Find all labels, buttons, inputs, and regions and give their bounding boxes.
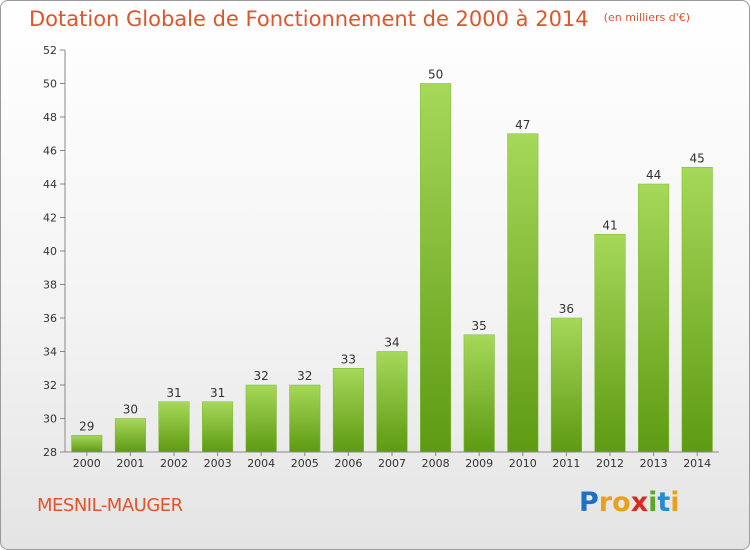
bar-value-label: 32 (297, 369, 312, 383)
x-tick-label: 2008 (422, 457, 450, 470)
logo-letter: r (598, 487, 613, 518)
logo-letter: i (648, 487, 658, 518)
x-tick-label: 2004 (247, 457, 275, 470)
bar-value-label: 44 (646, 168, 661, 182)
x-tick-label: 2011 (552, 457, 580, 470)
x-tick-label: 2005 (291, 457, 319, 470)
y-tick-label: 48 (43, 111, 57, 124)
bar-value-label: 30 (123, 403, 138, 417)
bar-value-label: 45 (690, 151, 705, 165)
bar (594, 234, 626, 453)
bar (376, 351, 408, 453)
bar (638, 183, 670, 453)
logo-letter: P (579, 487, 599, 518)
chart-title: Dotation Globale de Fonctionnement de 20… (29, 7, 589, 31)
bar-value-label: 31 (210, 386, 225, 400)
logo-letter: t (657, 487, 671, 518)
bar (681, 167, 713, 453)
bar-value-label: 41 (602, 218, 617, 232)
x-axis: 2000 2001 2002 2003 2004 2005 2006 2007 2008 2009… (65, 451, 719, 470)
bar-value-label: 47 (515, 118, 530, 132)
y-tick-label: 42 (43, 212, 57, 225)
x-tick-label: 2002 (160, 457, 188, 470)
y-tick-label: 32 (43, 379, 57, 392)
x-tick-label: 2000 (73, 457, 101, 470)
y-tick-label: 34 (43, 346, 57, 359)
bar (114, 418, 146, 453)
x-tick-label: 2010 (509, 457, 537, 470)
x-tick-label: 2013 (640, 457, 668, 470)
y-tick-label: 36 (43, 312, 57, 325)
x-tick-label: 2014 (683, 457, 711, 470)
logo-letter: x (630, 487, 649, 518)
bar (507, 133, 539, 453)
bar (332, 368, 364, 453)
logo-letter: o (612, 487, 631, 518)
y-tick-label: 50 (43, 78, 57, 91)
x-tick-label: 2003 (204, 457, 232, 470)
commune-name: MESNIL-MAUGER (37, 495, 183, 516)
bars (71, 83, 713, 453)
bar (550, 317, 582, 453)
y-axis: 28 30 32 34 36 38 40 42 44 46 48 50 52 (43, 44, 66, 459)
y-tick-label: 30 (43, 413, 57, 426)
bar (71, 435, 103, 453)
y-tick-label: 38 (43, 279, 57, 292)
x-tick-label: 2009 (465, 457, 493, 470)
chart-unit: (en milliers d'€) (603, 11, 691, 24)
bar-value-label: 32 (254, 369, 269, 383)
bar-value-label: 50 (428, 68, 443, 82)
x-tick-label: 2001 (116, 457, 144, 470)
bar-value-label: 29 (79, 419, 94, 433)
chart-title-block: Dotation Globale de Fonctionnement de 20… (29, 7, 690, 31)
bar (463, 334, 495, 453)
y-tick-label: 40 (43, 245, 57, 258)
y-tick-label: 52 (43, 44, 57, 57)
logo-letter: i (670, 487, 680, 518)
proxiti-logo: Proxiti (579, 487, 680, 518)
bar-value-label: 34 (384, 336, 399, 350)
bar (245, 384, 277, 453)
y-tick-label: 44 (43, 178, 57, 191)
y-tick-label: 28 (43, 446, 57, 459)
bar-value-label: 36 (559, 302, 574, 316)
bar-value-label: 33 (341, 352, 356, 366)
x-tick-label: 2006 (334, 457, 362, 470)
bar (420, 83, 452, 453)
bar (202, 401, 234, 453)
bar-value-label: 31 (166, 386, 181, 400)
bar (158, 401, 190, 453)
bar-value-label: 35 (472, 319, 487, 333)
x-tick-label: 2007 (378, 457, 406, 470)
data-labels: 29 30 31 31 32 32 33 34 50 35 47 36 41 44 45 (79, 68, 705, 434)
bar (289, 384, 321, 453)
y-tick-label: 46 (43, 145, 57, 158)
x-tick-label: 2012 (596, 457, 624, 470)
